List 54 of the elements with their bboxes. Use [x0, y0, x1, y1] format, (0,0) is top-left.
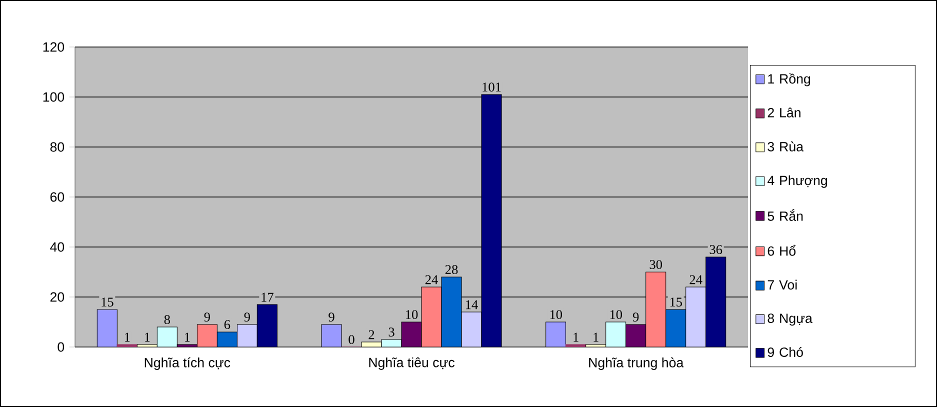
bar — [566, 344, 586, 347]
data-label: 0 — [348, 335, 354, 344]
y-tick-label: 100 — [43, 92, 64, 102]
data-label: 30 — [650, 260, 662, 270]
data-label: 9 — [204, 312, 210, 322]
legend-label: 9 Chó — [768, 347, 803, 357]
data-label: 17 — [262, 292, 274, 302]
data-label: 9 — [632, 312, 639, 322]
data-label: 8 — [164, 315, 170, 324]
y-tick-label: 0 — [58, 342, 64, 352]
bar — [116, 344, 138, 347]
data-label: 101 — [482, 82, 501, 92]
data-label: 9 — [244, 312, 250, 322]
data-label: 36 — [710, 245, 722, 254]
legend-label: 3 Rùa — [768, 141, 804, 152]
bar — [96, 309, 118, 347]
x-tick-label: Nghĩa trung hòa — [589, 357, 684, 370]
data-label: 2 — [368, 330, 374, 340]
legend-label: 5 Rắn — [768, 209, 803, 221]
data-label: 10 — [610, 310, 622, 320]
legend-label: 1 Rồng — [768, 73, 810, 86]
data-label: 10 — [406, 310, 418, 320]
data-label: 1 — [574, 332, 578, 342]
data-label: 1 — [594, 332, 598, 342]
legend-label: 6 Hổ — [768, 244, 796, 256]
legend-label: 2 Lân — [768, 108, 800, 118]
x-tick-label: Nghĩa tích cực — [144, 357, 230, 370]
bar — [321, 324, 342, 347]
y-tick-label: 60 — [50, 192, 64, 202]
data-label: 14 — [466, 300, 478, 310]
bar — [481, 94, 502, 347]
data-label: 28 — [445, 265, 458, 274]
bar — [546, 322, 566, 347]
data-label: 15 — [102, 298, 114, 307]
y-tick-label: 80 — [50, 142, 64, 152]
data-label: 9 — [328, 312, 334, 322]
data-label: 1 — [145, 332, 150, 342]
legend-label: 7 Voi — [768, 280, 797, 290]
data-label: 6 — [224, 320, 230, 330]
data-label: 15 — [670, 298, 682, 307]
data-label: 10 — [550, 310, 562, 320]
x-tick-label: Nghĩa tiêu cực — [369, 357, 454, 370]
data-label: 24 — [425, 275, 438, 284]
data-label: 3 — [388, 328, 394, 337]
bar — [256, 304, 278, 347]
y-tick-label: 20 — [50, 292, 64, 302]
legend-label: 8 Ngựa — [768, 314, 812, 326]
data-label: 1 — [185, 332, 190, 342]
data-label: 1 — [125, 332, 130, 342]
y-tick-label: 120 — [43, 42, 64, 52]
data-label: 24 — [690, 275, 702, 284]
bar — [706, 256, 726, 347]
y-tick-label: 40 — [50, 242, 64, 252]
legend-label: 4 Phượng — [767, 175, 827, 188]
